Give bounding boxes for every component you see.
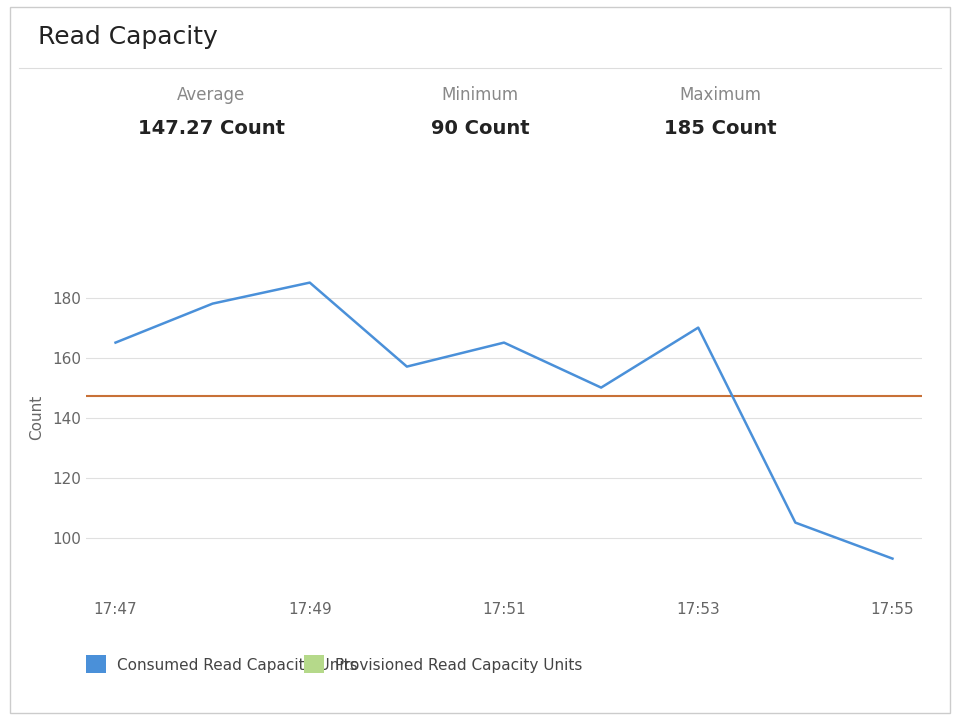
Text: Minimum: Minimum xyxy=(442,86,518,104)
Text: Provisioned Read Capacity Units: Provisioned Read Capacity Units xyxy=(335,658,583,672)
Text: 185 Count: 185 Count xyxy=(663,119,777,138)
Text: 90 Count: 90 Count xyxy=(431,119,529,138)
Y-axis label: Count: Count xyxy=(29,395,44,440)
Text: Average: Average xyxy=(177,86,246,104)
Text: Consumed Read Capacity Units: Consumed Read Capacity Units xyxy=(117,658,358,672)
Text: Maximum: Maximum xyxy=(679,86,761,104)
Text: 147.27 Count: 147.27 Count xyxy=(137,119,285,138)
Text: Read Capacity: Read Capacity xyxy=(38,25,218,49)
